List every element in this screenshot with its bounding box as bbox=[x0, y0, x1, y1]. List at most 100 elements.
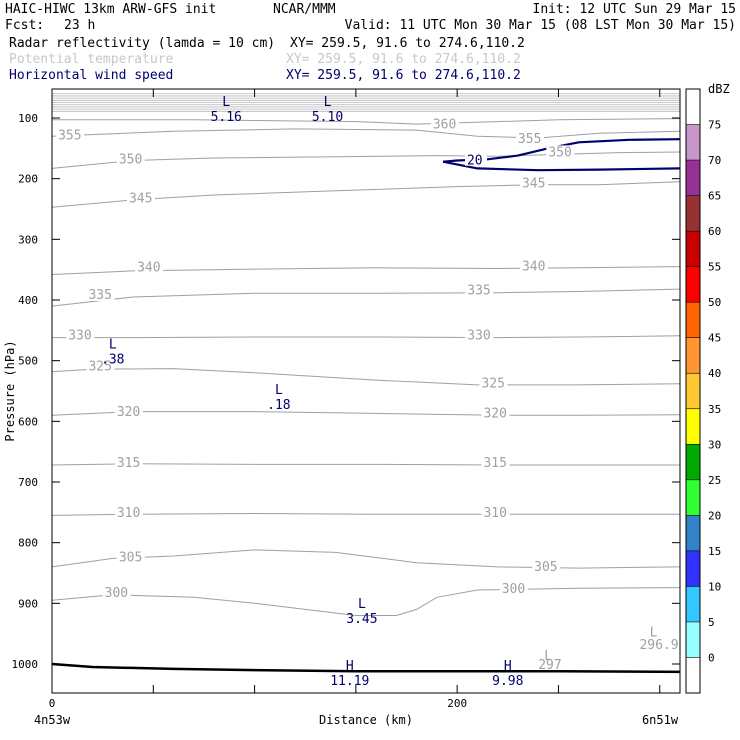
colorbar-segment bbox=[686, 373, 700, 409]
wind-extreme-type: H bbox=[346, 659, 354, 674]
theta-contour-330 bbox=[52, 335, 681, 339]
wind-extreme-value: 3.45 bbox=[346, 612, 377, 627]
wind-extreme-value: 5.10 bbox=[312, 110, 343, 125]
colorbar-segment bbox=[686, 657, 700, 693]
colorbar-segment bbox=[686, 195, 700, 232]
colorbar-segment bbox=[686, 515, 700, 551]
theta-label-bg bbox=[114, 405, 143, 419]
colorbar-level-label: 55 bbox=[708, 261, 721, 274]
forecast-hour: 23 h bbox=[64, 18, 95, 33]
theta-label-325: 325 bbox=[481, 377, 504, 392]
colorbar-segment bbox=[686, 586, 700, 622]
colorbar-level-label: 65 bbox=[708, 190, 721, 203]
y-tick-label: 900 bbox=[18, 597, 38, 610]
theta-label-bg bbox=[546, 145, 575, 159]
colorbar-unit: dBZ bbox=[708, 82, 730, 96]
theta-label-355: 355 bbox=[58, 128, 81, 143]
wind-extreme-type: L bbox=[324, 95, 332, 110]
colorbar-level-label: 5 bbox=[708, 616, 715, 629]
contour-labels: 360 355 355 350 350 345 345 340 340 335 335 330 330 3… bbox=[56, 95, 679, 689]
theta-contour-310 bbox=[51, 512, 680, 516]
field-xy-theta: XY= 259.5, 91.6 to 274.6,110.2 bbox=[286, 52, 521, 67]
colorbar-frame bbox=[685, 88, 701, 694]
wind-label-bg bbox=[464, 152, 487, 166]
plot-frame bbox=[51, 88, 681, 694]
x-tick-label: 0 bbox=[49, 697, 56, 710]
theta-label-bg bbox=[465, 283, 494, 297]
colorbar-level-label: 35 bbox=[708, 403, 721, 416]
wind-contour-20-0 bbox=[442, 138, 681, 163]
theta-contour-315 bbox=[51, 463, 680, 466]
theta-label-bg bbox=[481, 505, 510, 519]
x-start-location: 4n53w bbox=[34, 713, 71, 727]
theta-label-350: 350 bbox=[119, 153, 142, 168]
theta-contour-305 bbox=[51, 549, 681, 569]
theta-label-335: 335 bbox=[88, 288, 111, 303]
theta-label-350: 350 bbox=[548, 145, 571, 160]
theta-contour-320 bbox=[51, 411, 681, 416]
top-hatch-region bbox=[52, 93, 680, 112]
theta-contour-360 bbox=[52, 118, 681, 125]
x-end-location: 6n51w bbox=[642, 713, 679, 727]
theta-label-bg bbox=[56, 128, 85, 142]
theta-label-300: 300 bbox=[502, 582, 525, 597]
theta-label-bg bbox=[481, 406, 510, 420]
colorbar-segment bbox=[686, 408, 700, 445]
theta-label-bg bbox=[114, 505, 143, 519]
theta-label-305: 305 bbox=[119, 551, 142, 566]
theta-contour-340 bbox=[51, 266, 681, 275]
colorbar-level-label: 75 bbox=[708, 119, 721, 132]
theta-label-310: 310 bbox=[117, 506, 140, 521]
theta-label-bg bbox=[126, 191, 155, 205]
theta-label-315: 315 bbox=[483, 456, 506, 471]
theta-label-bg bbox=[519, 176, 548, 190]
theta-label-bg bbox=[86, 287, 115, 301]
colorbar-level-label: 20 bbox=[708, 509, 721, 522]
colorbar-segment bbox=[686, 160, 700, 196]
theta-contour-355 bbox=[51, 128, 681, 139]
theta-label-340: 340 bbox=[137, 261, 160, 276]
field-name-theta: Potential temperature bbox=[9, 52, 174, 67]
colorbar-segment bbox=[686, 337, 700, 374]
colorbar-segment bbox=[686, 621, 700, 658]
wind-extreme-value: 11.19 bbox=[330, 674, 369, 689]
theta-label-320: 320 bbox=[117, 405, 140, 420]
wind-contour-20-1 bbox=[442, 160, 681, 172]
theta-label-bg bbox=[519, 259, 548, 273]
wind-extreme-value: .38 bbox=[101, 353, 124, 368]
theta-label-bg bbox=[66, 328, 95, 342]
theta-label-bg bbox=[114, 456, 143, 470]
colorbar-segment bbox=[686, 231, 700, 267]
theta-label-bg bbox=[116, 152, 145, 166]
colorbar-level-label: 30 bbox=[708, 438, 721, 451]
colorbar-level-label: 10 bbox=[708, 580, 721, 593]
colorbar-level-label: 50 bbox=[708, 296, 721, 309]
colorbar-segment bbox=[686, 266, 700, 303]
y-tick-label: 100 bbox=[18, 112, 38, 125]
y-tick-label: 600 bbox=[18, 415, 38, 428]
colorbar-level-label: 25 bbox=[708, 474, 721, 487]
theta-label-340: 340 bbox=[522, 259, 545, 274]
theta-label-bg bbox=[102, 585, 131, 599]
y-tick-label: 1000 bbox=[12, 658, 39, 671]
theta-label-310: 310 bbox=[483, 506, 506, 521]
x-tick-label: 200 bbox=[447, 697, 467, 710]
x-axis-label: Distance (km) bbox=[319, 713, 413, 727]
theta-contour-335 bbox=[51, 288, 681, 307]
colorbar-level-label: 40 bbox=[708, 367, 721, 380]
wind-extreme-type: L bbox=[275, 383, 283, 398]
wind-extreme-value: 9.98 bbox=[492, 674, 523, 689]
theta-label-335: 335 bbox=[467, 284, 490, 299]
field-xy-wind: XY= 259.5, 91.6 to 274.6,110.2 bbox=[286, 68, 521, 83]
colorbar-segment bbox=[686, 89, 700, 125]
org-label: NCAR/MMM bbox=[273, 2, 336, 17]
theta-label-345: 345 bbox=[522, 176, 545, 191]
colorbar-level-label: 15 bbox=[708, 545, 721, 558]
valid-time: Valid: 11 UTC Mon 30 Mar 15 (08 LST Mon … bbox=[345, 18, 736, 33]
theta-extreme-label: 296.9 bbox=[639, 638, 678, 653]
theta-label-305: 305 bbox=[534, 560, 557, 575]
theta-label-bg bbox=[116, 550, 145, 564]
theta-label-bg bbox=[86, 359, 115, 373]
theta-label-320: 320 bbox=[483, 406, 506, 421]
theta-label-355: 355 bbox=[518, 132, 541, 147]
